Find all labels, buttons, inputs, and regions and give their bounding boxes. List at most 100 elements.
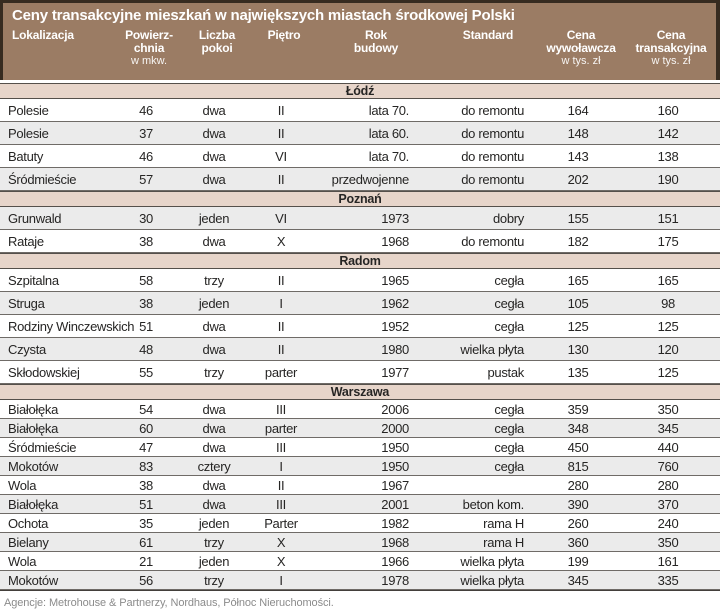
cell-lokalizacja: Białołęka	[8, 401, 59, 417]
cell-lokalizacja: Ochota	[8, 515, 49, 531]
cell-lokalizacja: Polesie	[8, 102, 49, 118]
cell-pietro: III	[276, 439, 286, 455]
table-row: Polesie 46 dwa II lata 70. do remontu 164 160	[0, 99, 720, 122]
cell-cena-transakcyjna: 160	[657, 102, 679, 118]
column-header-label: Powierz-	[125, 28, 173, 42]
cell-pietro: III	[276, 496, 286, 512]
cell-lokalizacja: Śródmieście	[8, 171, 77, 187]
cell-rok-budowy: 1962	[381, 295, 409, 311]
cell-rok-budowy: 1968	[381, 233, 409, 249]
cell-cena-wywolawcza: 450	[567, 439, 589, 455]
cell-cena-wywolawcza: 199	[567, 553, 589, 569]
cell-cena-transakcyjna: 125	[657, 364, 679, 380]
cell-powierzchnia: 56	[139, 572, 153, 588]
cell-lokalizacja: Białołęka	[8, 420, 59, 436]
table-body: Łódź Polesie 46 dwa II lata 70. do remontu 164 1…	[0, 80, 720, 591]
table-row: Polesie 37 dwa II lata 60. do remontu 148 142	[0, 122, 720, 145]
cell-cena-wywolawcza: 143	[567, 148, 589, 164]
cell-cena-transakcyjna: 345	[657, 420, 679, 436]
section-2: Radom Szpitalna 58 trzy II 1965 cegła 165 165 Str…	[0, 253, 720, 384]
cell-powierzchnia: 55	[139, 364, 153, 380]
cell-liczba-pokoi: trzy	[204, 364, 224, 380]
cell-standard: rama H	[483, 515, 524, 531]
cell-cena-wywolawcza: 135	[567, 364, 589, 380]
cell-powierzchnia: 83	[139, 458, 153, 474]
cell-pietro: parter	[264, 420, 298, 436]
cell-cena-wywolawcza: 390	[567, 496, 589, 512]
cell-rok-budowy: 1977	[381, 364, 409, 380]
table-row: Rodziny Winczewskich 51 dwa II 1952 cegła 125 1…	[0, 315, 720, 338]
cell-liczba-pokoi: dwa	[202, 148, 226, 164]
cell-pietro: I	[279, 572, 283, 588]
column-header-lokalizacja: Lokalizacja	[3, 29, 120, 42]
column-header-label: Cena	[566, 28, 596, 42]
cell-liczba-pokoi: jeden	[198, 515, 230, 531]
cell-liczba-pokoi: dwa	[202, 318, 226, 334]
cell-powierzchnia: 61	[139, 534, 153, 550]
column-header-label: budowy	[353, 41, 399, 55]
cell-cena-transakcyjna: 165	[657, 272, 679, 288]
table-row: Ochota 35 jeden Parter 1982 rama H 260 240	[0, 514, 720, 533]
table-row: Białołęka 60 dwa parter 2000 cegła 348 345	[0, 419, 720, 438]
cell-powierzchnia: 54	[139, 401, 153, 417]
table-row: Bielany 61 trzy X 1968 rama H 360 350	[0, 533, 720, 552]
cell-rok-budowy: przedwojenne	[331, 171, 410, 187]
cell-rok-budowy: 1978	[381, 572, 409, 588]
column-header-unit: w tys. zł	[561, 55, 601, 67]
cell-liczba-pokoi: dwa	[202, 401, 226, 417]
cell-cena-transakcyjna: 151	[657, 210, 679, 226]
cell-standard: dobry	[492, 210, 524, 226]
cell-cena-wywolawcza: 360	[567, 534, 589, 550]
column-header-row: Lokalizacja Powierz-chnia w mkw. Liczba poko…	[3, 27, 716, 78]
cell-rok-budowy: 1967	[381, 477, 409, 493]
cell-lokalizacja: Skłodowskiej	[8, 364, 80, 380]
cell-cena-wywolawcza: 815	[567, 458, 589, 474]
cell-cena-wywolawcza: 280	[567, 477, 589, 493]
cell-cena-transakcyjna: 138	[657, 148, 679, 164]
header-body-gap	[0, 80, 720, 83]
cell-rok-budowy: lata 70.	[368, 148, 410, 164]
column-header-pietro: Piętro	[256, 29, 312, 42]
cell-lokalizacja: Rataje	[8, 233, 44, 249]
cell-pietro: X	[276, 534, 286, 550]
cell-cena-wywolawcza: 202	[567, 171, 589, 187]
column-header-label: Rok	[364, 28, 388, 42]
cell-liczba-pokoi: jeden	[198, 210, 230, 226]
cell-powierzchnia: 47	[139, 439, 153, 455]
cell-standard: cegła	[494, 420, 524, 436]
cell-cena-transakcyjna: 240	[657, 515, 679, 531]
cell-liczba-pokoi: cztery	[197, 458, 231, 474]
cell-cena-transakcyjna: 440	[657, 439, 679, 455]
table-row: Struga 38 jeden I 1962 cegła 105 98	[0, 292, 720, 315]
table-row: Mokotów 83 cztery I 1950 cegła 815 760	[0, 457, 720, 476]
cell-powierzchnia: 35	[139, 515, 153, 531]
cell-powierzchnia: 48	[139, 341, 153, 357]
cell-lokalizacja: Grunwald	[8, 210, 62, 226]
cell-standard: cegła	[494, 458, 524, 474]
table-title: Ceny transakcyjne mieszkań w największyc…	[12, 6, 515, 24]
cell-rok-budowy: 2006	[381, 401, 409, 417]
column-header-label: Standard	[462, 28, 514, 42]
cell-rok-budowy: 2001	[381, 496, 409, 512]
column-header-label: Cena	[656, 28, 686, 42]
cell-lokalizacja: Mokotów	[8, 572, 58, 588]
column-header-label: transakcyjna	[635, 41, 707, 55]
cell-cena-wywolawcza: 148	[567, 125, 589, 141]
section-header: Poznań	[0, 191, 720, 207]
cell-standard: pustak	[487, 364, 524, 380]
table-row: Białołęka 54 dwa III 2006 cegła 359 350	[0, 400, 720, 419]
cell-rok-budowy: 1952	[381, 318, 409, 334]
cell-liczba-pokoi: dwa	[202, 477, 226, 493]
cell-pietro: II	[277, 171, 285, 187]
cell-liczba-pokoi: dwa	[202, 496, 226, 512]
cell-standard: cegła	[494, 318, 524, 334]
cell-pietro: II	[277, 341, 285, 357]
cell-cena-wywolawcza: 182	[567, 233, 589, 249]
column-header-cena-transakcyjna: Cena transakcyjna w tys. zł	[626, 29, 716, 68]
cell-cena-transakcyjna: 280	[657, 477, 679, 493]
cell-lokalizacja: Batuty	[8, 148, 44, 164]
column-header-label: chnia	[133, 41, 165, 55]
column-header-unit: w mkw.	[130, 55, 168, 67]
cell-standard	[437, 476, 533, 494]
